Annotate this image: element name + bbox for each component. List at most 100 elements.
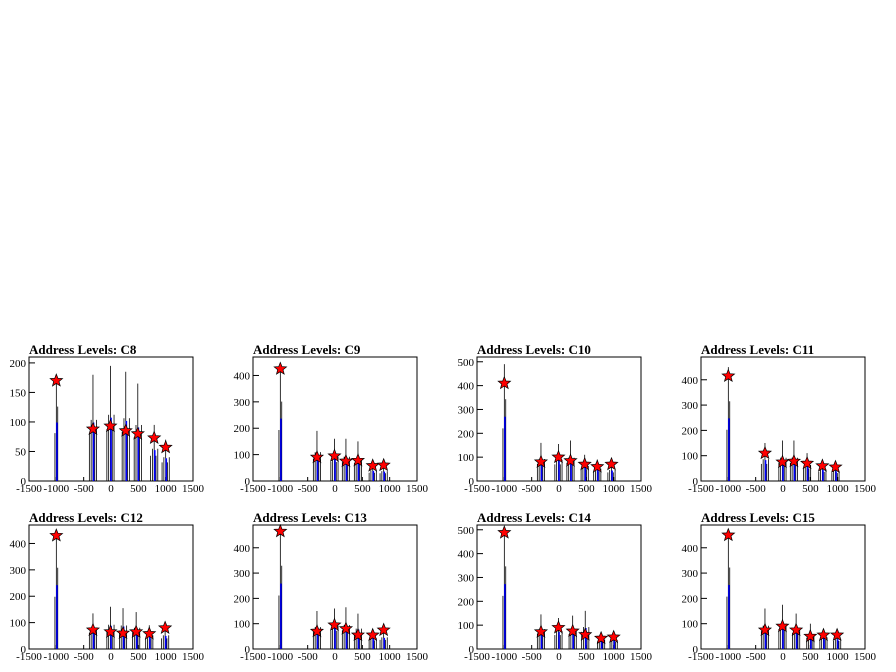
panel-title: Address Levels: C12 <box>29 510 143 525</box>
y-tick-label: 100 <box>458 452 475 464</box>
x-tick-label: -500 <box>74 651 95 663</box>
y-tick-label: 400 <box>458 549 475 561</box>
y-tick-label: 0 <box>245 476 251 488</box>
y-tick-label: 300 <box>458 572 475 584</box>
chart-panel-2: Address Levels: C10 0 100 200 300 400 500 -1500… <box>458 342 653 495</box>
peak-marker-star <box>85 421 101 436</box>
x-tick-label: 0 <box>556 651 562 663</box>
x-tick-label: -500 <box>298 651 319 663</box>
peak-marker-star <box>578 627 593 641</box>
chart-panel-7: Address Levels: C15 0 100 200 300 400 -1500 -10… <box>682 510 877 663</box>
y-tick-label: 400 <box>234 543 251 555</box>
y-tick-label: 0 <box>693 476 699 488</box>
peak-marker-star <box>533 624 549 638</box>
peak-marker-star <box>350 452 366 467</box>
x-tick-label: -1000 <box>491 651 517 663</box>
x-tick-label: -1500 <box>688 483 714 495</box>
peak-marker-star <box>309 623 324 638</box>
y-tick-label: 500 <box>458 357 475 369</box>
y-tick-label: 100 <box>10 618 27 630</box>
x-tick-label: 1500 <box>182 651 205 663</box>
chart-panel-4: Address Levels: C12 0 100 200 300 400 -1500 -10… <box>10 510 205 663</box>
y-tick-label: 300 <box>234 568 251 580</box>
y-tick-label: 400 <box>458 381 475 393</box>
x-tick-label: 0 <box>332 651 338 663</box>
y-tick-label: 300 <box>682 400 699 412</box>
x-tick-label: -1000 <box>267 651 293 663</box>
x-tick-label: 0 <box>108 483 114 495</box>
peak-marker-star <box>775 618 790 633</box>
x-tick-label: -1500 <box>16 483 42 495</box>
peak-marker-star <box>365 458 380 472</box>
peak-marker-star <box>157 620 173 635</box>
peak-marker-star <box>816 627 831 642</box>
peak-marker-star <box>800 455 815 470</box>
y-tick-label: 300 <box>682 568 699 580</box>
x-tick-label: -500 <box>746 651 767 663</box>
peak-marker-star <box>497 375 512 390</box>
panel-title: Address Levels: C11 <box>701 342 814 357</box>
y-tick-label: 100 <box>458 620 475 632</box>
x-tick-label: 1000 <box>379 651 402 663</box>
peak-marker-star <box>775 454 790 469</box>
peak-marker-star <box>757 622 773 637</box>
x-tick-label: 1000 <box>603 483 626 495</box>
x-tick-label: -1000 <box>715 483 741 495</box>
peak-marker-star <box>593 630 609 645</box>
peak-marker-star <box>606 629 621 644</box>
peak-marker-star <box>563 453 578 467</box>
x-tick-label: -500 <box>298 483 319 495</box>
x-tick-label: -500 <box>746 483 767 495</box>
x-tick-label: -1500 <box>240 651 266 663</box>
x-tick-label: 500 <box>130 651 147 663</box>
x-tick-label: 1000 <box>827 483 850 495</box>
peak-marker-star <box>327 448 342 463</box>
x-tick-label: 1000 <box>603 651 626 663</box>
peak-marker-star <box>49 373 64 387</box>
y-tick-label: 200 <box>10 591 27 603</box>
x-tick-label: -1500 <box>464 651 490 663</box>
y-tick-label: 0 <box>245 644 251 656</box>
peak-marker-star <box>142 626 157 640</box>
x-tick-label: 1500 <box>854 483 877 495</box>
x-tick-label: 500 <box>130 483 147 495</box>
y-tick-label: 0 <box>21 644 27 656</box>
x-tick-label: 1000 <box>379 483 402 495</box>
x-tick-label: -500 <box>522 483 543 495</box>
peak-marker-star <box>565 623 580 638</box>
y-tick-label: 50 <box>15 446 27 458</box>
x-tick-label: 1500 <box>630 483 653 495</box>
x-tick-label: -1500 <box>16 651 42 663</box>
y-tick-label: 500 <box>458 525 475 537</box>
x-tick-label: 1000 <box>155 651 178 663</box>
x-tick-label: -1500 <box>464 483 490 495</box>
x-tick-label: 500 <box>354 483 371 495</box>
panel-title: Address Levels: C14 <box>477 510 591 525</box>
x-tick-label: 500 <box>802 651 819 663</box>
x-tick-label: -1000 <box>267 483 293 495</box>
x-tick-label: 500 <box>802 483 819 495</box>
x-tick-label: 0 <box>108 651 114 663</box>
peak-marker-star <box>103 624 118 638</box>
x-tick-label: 500 <box>578 483 595 495</box>
peak-marker-star <box>604 456 619 471</box>
peak-marker-star <box>338 453 353 468</box>
x-tick-label: -1500 <box>240 483 266 495</box>
x-tick-label: -1000 <box>491 483 517 495</box>
peak-marker-star <box>376 622 391 637</box>
peak-marker-star <box>788 622 804 637</box>
peak-marker-star <box>147 430 162 445</box>
y-tick-label: 200 <box>458 428 475 440</box>
peak-marker-star <box>103 418 118 433</box>
peak-marker-star <box>338 621 354 635</box>
y-tick-label: 200 <box>458 596 475 608</box>
y-tick-label: 400 <box>682 543 699 555</box>
x-tick-label: 1500 <box>854 651 877 663</box>
panel-title: Address Levels: C10 <box>477 342 591 357</box>
y-tick-label: 0 <box>21 476 27 488</box>
x-tick-label: 1500 <box>630 651 653 663</box>
x-tick-label: 0 <box>780 651 786 663</box>
peak-marker-star <box>309 449 325 464</box>
peak-marker-star <box>533 454 549 469</box>
